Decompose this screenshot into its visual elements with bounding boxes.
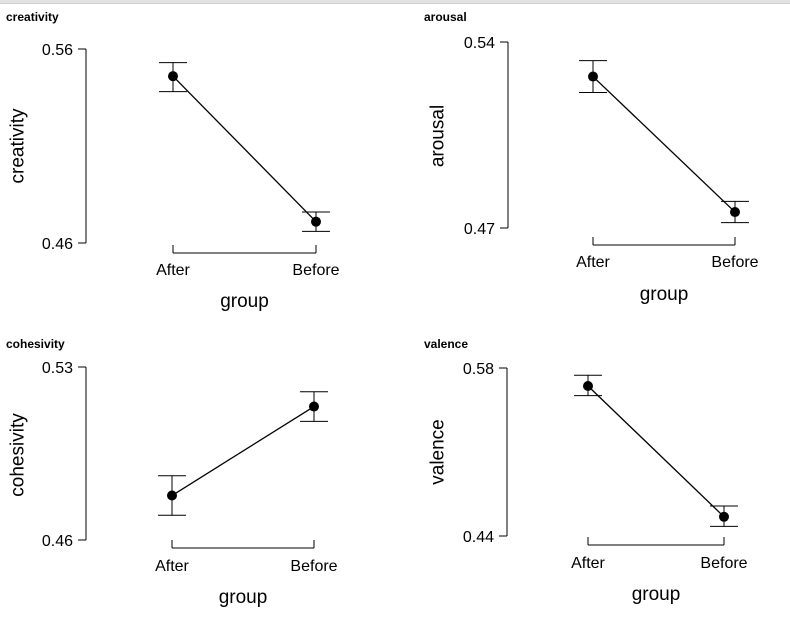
x-tick-label: Before xyxy=(711,254,758,271)
y-tick-label: 0.56 xyxy=(42,42,73,59)
panel-valence: valence 0.58 0.44 valence After Before group xyxy=(418,335,790,619)
x-axis-title: group xyxy=(220,291,269,312)
y-tick-label: 0.54 xyxy=(464,35,495,52)
chart-arousal: 0.54 0.47 arousal After Before group xyxy=(428,35,759,305)
data-point xyxy=(730,207,740,218)
data-point xyxy=(167,490,177,501)
data-point xyxy=(719,511,729,522)
series-line xyxy=(587,385,725,518)
panel-creativity: creativity 0.56 0.46 creativity After Before… xyxy=(0,8,395,313)
y-tick-label: 0.46 xyxy=(42,533,73,550)
y-tick-label: 0.53 xyxy=(42,360,73,377)
y-tick-label: 0.46 xyxy=(42,236,73,253)
panel-title: cohesivity xyxy=(6,337,65,351)
y-tick-label: 0.47 xyxy=(464,221,495,238)
panel-title: creativity xyxy=(6,10,59,24)
x-tick-label: Before xyxy=(290,558,337,575)
x-tick-label: After xyxy=(155,558,189,575)
panel-title: arousal xyxy=(424,10,467,24)
data-point xyxy=(311,216,321,227)
chart-creativity: 0.56 0.46 creativity After Before group xyxy=(8,42,340,312)
y-axis-title: cohesivity xyxy=(8,413,29,497)
data-point xyxy=(588,71,598,82)
y-tick-label: 0.58 xyxy=(463,361,494,378)
series-line xyxy=(592,76,736,213)
y-axis-title: valence xyxy=(428,419,449,485)
x-tick-label: After xyxy=(156,262,190,279)
series-line xyxy=(172,75,317,223)
chart-cohesivity: 0.53 0.46 cohesivity After Before group xyxy=(8,360,338,608)
x-tick-label: Before xyxy=(700,555,747,572)
panel-title: valence xyxy=(424,337,469,351)
x-axis-title: group xyxy=(632,584,681,605)
panel-cohesivity: cohesivity 0.53 0.46 cohesivity After Before… xyxy=(0,335,395,619)
chart-valence: 0.58 0.44 valence After Before group xyxy=(428,361,748,605)
data-point xyxy=(309,401,319,412)
series-line xyxy=(171,405,315,497)
data-point xyxy=(168,71,178,82)
x-tick-label: After xyxy=(576,254,610,271)
y-axis-title: arousal xyxy=(428,105,449,167)
data-point xyxy=(583,381,593,391)
window-top-border xyxy=(0,0,790,4)
x-axis-title: group xyxy=(219,587,268,608)
y-tick-label: 0.44 xyxy=(463,529,494,546)
x-axis-title: group xyxy=(640,284,689,305)
x-tick-label: After xyxy=(571,555,605,572)
panel-arousal: arousal 0.54 0.47 arousal After Before group xyxy=(418,8,790,313)
y-axis-title: creativity xyxy=(8,108,29,183)
x-tick-label: Before xyxy=(292,262,339,279)
